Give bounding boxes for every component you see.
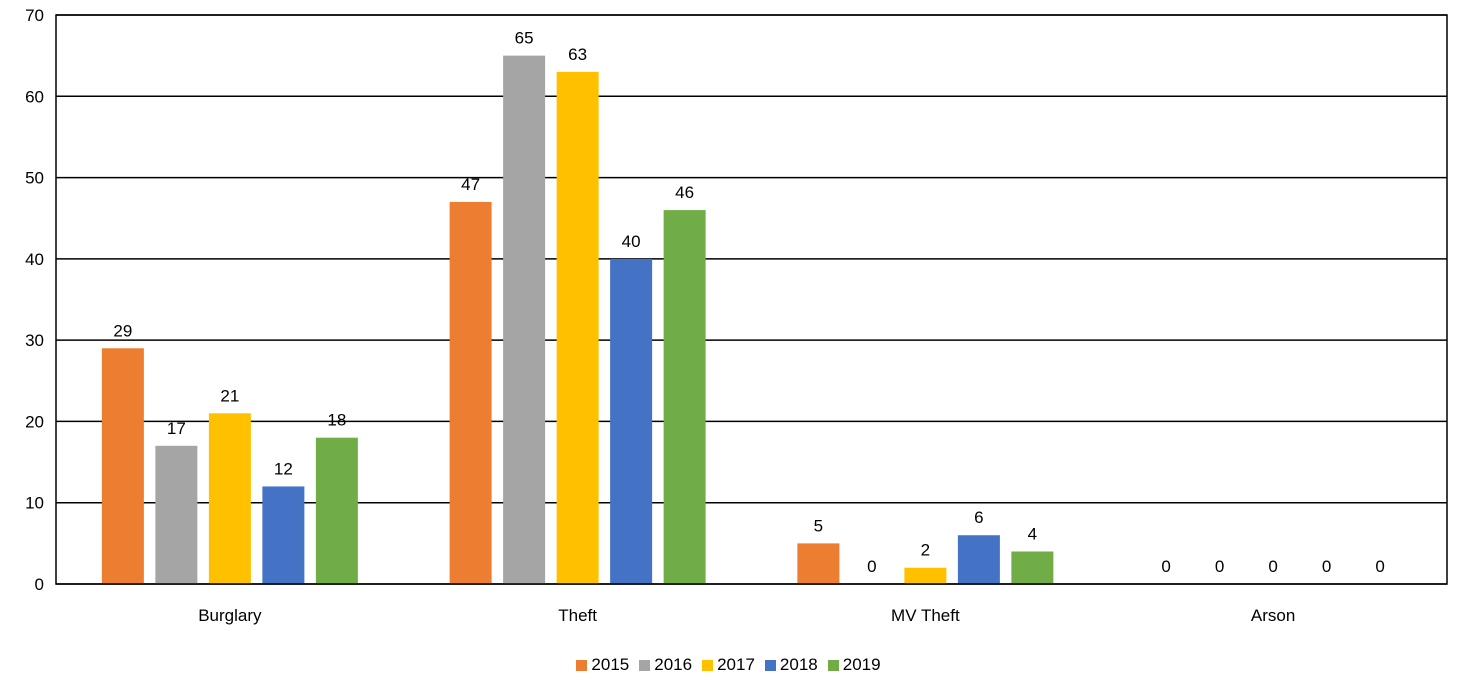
y-axis: 0 10 20 30 40 50 60 70 [25,6,44,594]
y-tick-label: 30 [25,331,44,350]
legend-label: 2017 [717,655,755,674]
y-tick-label: 70 [25,6,44,25]
y-tick-label: 20 [25,412,44,431]
legend-swatch [764,659,776,671]
bar-burglary-2018 [262,486,305,584]
bar-mv-theft-2015 [797,543,840,584]
legend-swatch [702,659,714,671]
data-label: 12 [274,459,293,478]
bar-theft-2016 [503,55,546,584]
x-tick-label: Theft [558,606,597,625]
legend-item: 2016 [639,655,692,675]
legend-label: 2015 [591,655,630,674]
y-tick-label: 60 [25,87,44,106]
data-label: 21 [220,386,239,405]
x-tick-label: MV Theft [891,606,960,625]
legend: 2015 2016 2017 2018 2019 [0,655,1457,675]
data-label: 65 [515,29,534,48]
data-label: 0 [1215,557,1224,576]
bar-theft-2018 [610,258,653,584]
bar-theft-2017 [556,71,599,584]
legend-item: 2019 [827,655,881,675]
bar-mv-theft-2018 [957,535,1000,584]
data-label: 0 [867,557,876,576]
bar-burglary-2017 [208,413,251,584]
plot-frame [55,14,1448,585]
bar-burglary-2019 [315,437,358,584]
y-tick-label: 10 [25,494,44,513]
data-label: 46 [675,183,694,202]
legend-swatch [827,659,839,671]
legend-swatch [639,659,651,671]
legend-item: 2017 [702,655,755,675]
y-tick-label: 0 [35,575,44,594]
data-label: 6 [974,508,983,527]
x-tick-label: Burglary [198,606,262,625]
legend-label: 2018 [779,655,818,674]
data-label: 63 [568,45,587,64]
data-label: 4 [1028,524,1037,543]
bars [101,55,1054,585]
data-label: 40 [622,232,641,251]
data-label: 0 [1268,557,1277,576]
y-tick-label: 50 [25,169,44,188]
bar-burglary-2016 [155,445,198,584]
data-label: 18 [327,411,346,430]
data-label: 5 [814,516,823,535]
x-tick-label: Arson [1251,606,1295,625]
data-label: 0 [1375,557,1384,576]
bar-mv-theft-2017 [904,567,947,584]
data-label: 2 [921,541,930,560]
bar-burglary-2015 [101,348,144,584]
data-label: 0 [1322,557,1331,576]
data-label: 0 [1161,557,1170,576]
legend-label: 2016 [654,655,693,674]
data-label: 47 [461,175,480,194]
x-axis: Burglary Theft MV Theft Arson [198,606,1295,625]
bar-theft-2019 [663,210,706,585]
legend-item: 2015 [576,655,629,675]
data-label: 17 [167,419,186,438]
legend-item: 2018 [764,655,818,675]
data-label: 29 [113,321,132,340]
bar-mv-theft-2019 [1011,551,1054,584]
legend-label: 2019 [842,655,881,674]
legend-swatch [576,659,588,671]
bar-theft-2015 [449,201,492,584]
y-tick-label: 40 [25,250,44,269]
